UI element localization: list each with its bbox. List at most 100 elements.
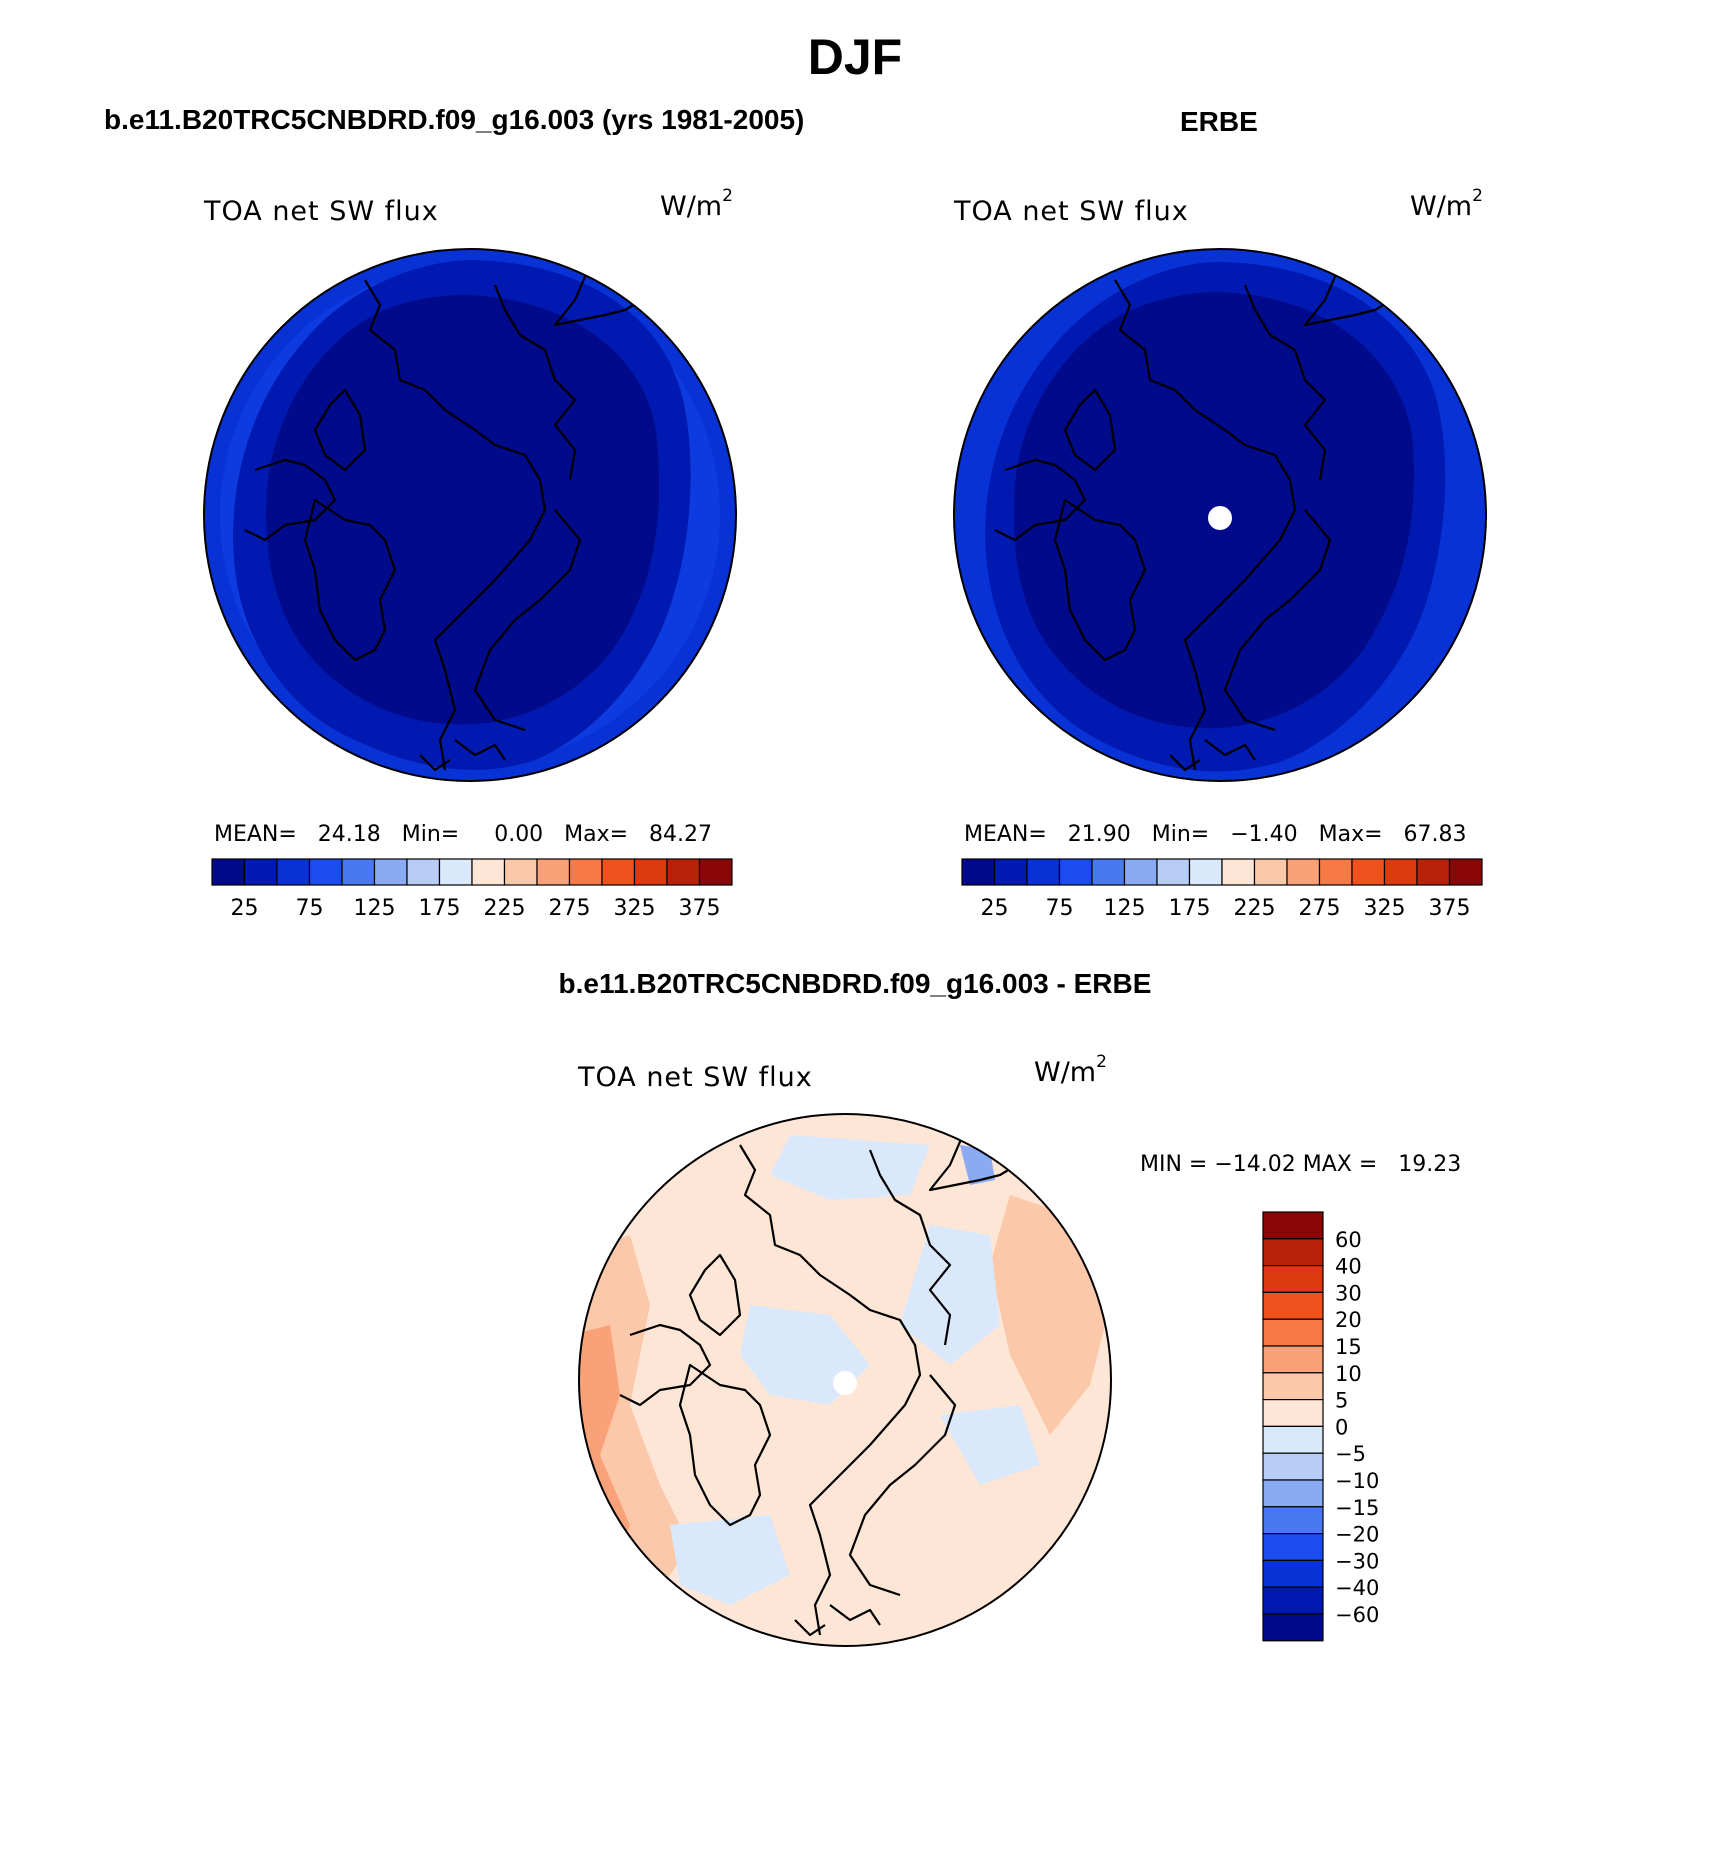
model-stats: MEAN= 24.18 Min= 0.00 Max= 84.27 [214,822,713,847]
diff-colorbar-tick-label: 20 [1335,1308,1362,1332]
obs-colorbar-box [1091,858,1126,886]
obs-colorbar-box [1448,858,1483,886]
diff-colorbar-box [1262,1533,1324,1562]
diff-colorbar-box [1262,1613,1324,1642]
diff-polar-map [578,1113,1112,1647]
obs-colorbar-box [1253,858,1288,886]
model-colorbar-box [308,858,343,886]
diff-colorbar-tick-label: −10 [1335,1469,1379,1493]
diff-units: W/m2 [1034,1052,1107,1088]
obs-colorbar-box [1123,858,1158,886]
diff-colorbar-box [1262,1586,1324,1615]
obs-colorbar-tick-label: 175 [1169,896,1211,921]
obs-colorbar: 25 75 125 175 225 275 325 375 [961,858,1483,921]
diff-colorbar-box [1262,1425,1324,1454]
diff-map-border [578,1113,1112,1647]
model-variable-label: TOA net SW flux [204,196,439,227]
diff-colorbar-box [1262,1211,1324,1240]
model-colorbar-box [276,858,311,886]
model-colorbar-box [211,858,246,886]
model-colorbar-box [503,858,538,886]
obs-colorbar-box [1188,858,1223,886]
obs-colorbar-box [1058,858,1093,886]
model-units: W/m2 [660,186,733,222]
diff-stats: MIN = −14.02 MAX = 19.23 [1140,1152,1462,1177]
diff-colorbar-box [1262,1345,1324,1374]
diff-colorbar-box [1262,1559,1324,1588]
obs-colorbar-box [993,858,1028,886]
model-polar-map [203,248,737,782]
diff-coastlines [619,1129,1026,1637]
diff-colorbar-tick-label: −5 [1335,1442,1366,1466]
obs-colorbar-tick-label: 325 [1364,896,1406,921]
diff-north-negative [770,1135,930,1200]
model-colorbar-tick-label: 325 [614,896,656,921]
diff-colorbar-tick-label: −20 [1335,1523,1379,1547]
obs-colorbar-box [1156,858,1191,886]
model-colorbar-box [666,858,701,886]
model-colorbar-tick-label: 175 [419,896,461,921]
diff-colorbar-tick-label: 0 [1335,1415,1348,1439]
diff-colorbar-tick-label: −60 [1335,1603,1379,1627]
obs-units: W/m2 [1410,186,1483,222]
diff-colorbar-box [1262,1238,1324,1267]
obs-colorbar-tick-label: 125 [1104,896,1146,921]
obs-coastlines [994,264,1401,772]
model-coastlines [244,264,651,772]
model-colorbar-tick-label: 375 [679,896,721,921]
model-colorbar-box [601,858,636,886]
diff-colorbar-tick-label: −15 [1335,1496,1379,1520]
diff-case-title: b.e11.B20TRC5CNBDRD.f09_g16.003 - ERBE [558,968,1152,999]
obs-colorbar-tick-label: 275 [1299,896,1341,921]
model-colorbar-tick-label: 275 [549,896,591,921]
diff-colorbar-tick-label: 5 [1335,1389,1348,1413]
obs-case-title: ERBE [1180,106,1258,137]
model-colorbar-box [568,858,603,886]
model-colorbar-box [341,858,376,886]
model-colorbar-tick-label: 75 [296,896,324,921]
model-colorbar-tick-label: 125 [354,896,396,921]
diff-colorbar-tick-label: 10 [1335,1362,1362,1386]
diff-colorbar-tick-label: −30 [1335,1549,1379,1573]
model-colorbar-box [698,858,733,886]
model-colorbar-box [243,858,278,886]
obs-colorbar-tick-label: 75 [1046,896,1074,921]
diff-colorbar-tick-label: 30 [1335,1281,1362,1305]
model-colorbar-box [633,858,668,886]
model-map-border [203,248,737,782]
obs-colorbar-box [1286,858,1321,886]
diff-south-negative [670,1515,790,1605]
model-case-title: b.e11.B20TRC5CNBDRD.f09_g16.003 (yrs 198… [104,104,805,135]
obs-polar-map [953,248,1487,782]
model-colorbar-box [406,858,441,886]
obs-colorbar-tick-label: 225 [1234,896,1276,921]
model-colorbar-tick-label: 25 [231,896,259,921]
diff-colorbar-tick-label: −40 [1335,1576,1379,1600]
figure-title: DJF [807,29,903,85]
obs-colorbar-tick-label: 375 [1429,896,1471,921]
obs-map-border [953,248,1487,782]
diff-colorbar-box [1262,1372,1324,1401]
model-colorbar-box [373,858,408,886]
diff-colorbar-box [1262,1264,1324,1293]
diff-colorbar-box [1262,1399,1324,1428]
model-colorbar-box [438,858,473,886]
diff-colorbar-box [1262,1452,1324,1481]
obs-colorbar-box [1318,858,1353,886]
diff-colorbar-tick-label: 15 [1335,1335,1362,1359]
obs-colorbar-tick-label: 25 [981,896,1009,921]
obs-colorbar-box [1351,858,1386,886]
diff-variable-label: TOA net SW flux [578,1062,813,1093]
obs-colorbar-box [1221,858,1256,886]
obs-variable-label: TOA net SW flux [954,196,1189,227]
diff-colorbar-box [1262,1479,1324,1508]
diff-colorbar-box [1262,1506,1324,1535]
diff-colorbar-box [1262,1291,1324,1320]
diff-se-negative [940,1405,1040,1485]
model-colorbar-box [471,858,506,886]
obs-stats: MEAN= 21.90 Min= −1.40 Max= 67.83 [964,822,1467,847]
diff-colorbar-box [1262,1318,1324,1347]
model-colorbar-tick-label: 225 [484,896,526,921]
obs-colorbar-box [1383,858,1418,886]
